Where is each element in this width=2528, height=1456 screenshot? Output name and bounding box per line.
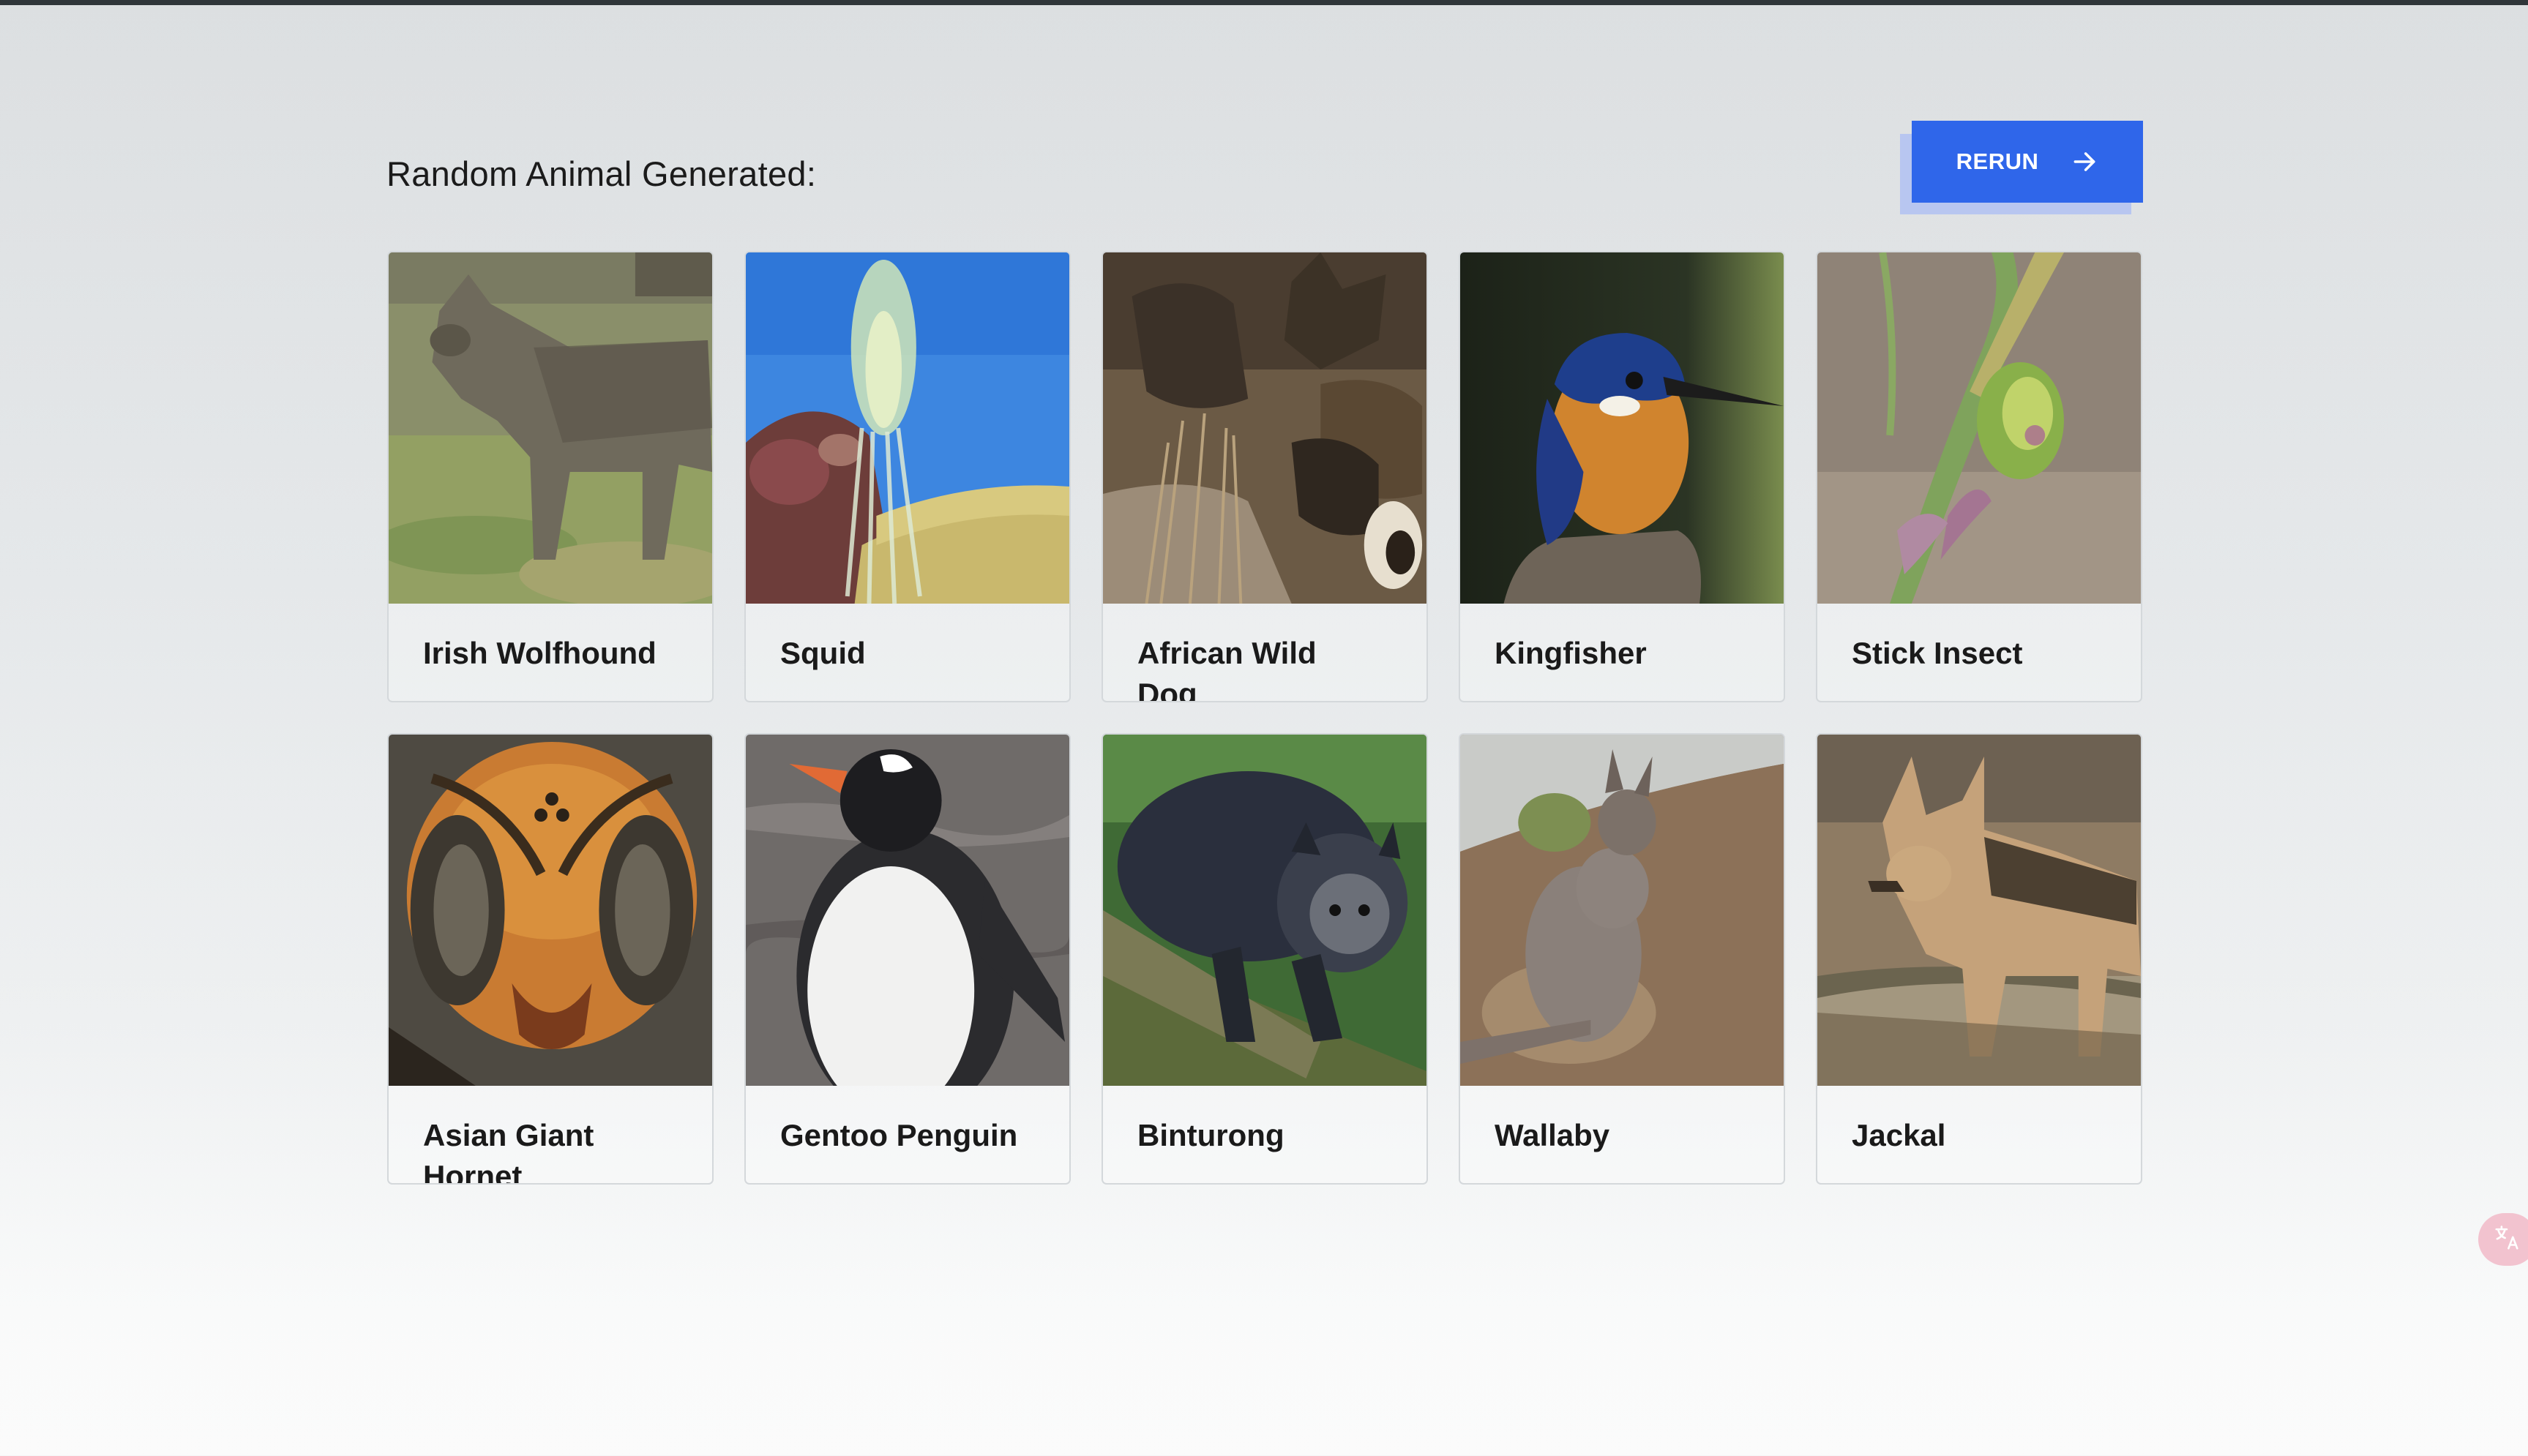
animal-name: African Wild Dog <box>1137 636 1317 702</box>
jackal-photo <box>1817 735 2141 1086</box>
animal-name: Jackal <box>1852 1118 1946 1152</box>
animal-name: Asian Giant Hornet <box>423 1118 594 1185</box>
page-title: Random Animal Generated: <box>386 154 817 193</box>
translate-icon <box>2493 1224 2521 1256</box>
wild-dog-photo <box>1103 252 1426 604</box>
rerun-button[interactable]: RERUN <box>1912 121 2143 203</box>
top-border <box>0 0 2528 5</box>
animal-card[interactable]: Kingfisher <box>1459 251 1785 702</box>
animal-card[interactable]: Gentoo Penguin <box>744 733 1071 1185</box>
animal-card[interactable]: Irish Wolfhound <box>387 251 714 702</box>
animal-name: Kingfisher <box>1495 636 1647 670</box>
translate-widget[interactable] <box>2478 1213 2528 1266</box>
animal-name: Squid <box>780 636 866 670</box>
wolfhound-photo <box>389 252 712 604</box>
rerun-button-label: RERUN <box>1956 149 2039 174</box>
binturong-photo <box>1103 735 1426 1086</box>
animal-name: Gentoo Penguin <box>780 1118 1018 1152</box>
animal-card[interactable]: African Wild Dog <box>1102 251 1428 702</box>
kingfisher-photo <box>1460 252 1784 604</box>
wallaby-photo <box>1460 735 1784 1086</box>
penguin-photo <box>746 735 1069 1086</box>
animal-name: Irish Wolfhound <box>423 636 657 670</box>
stick-insect-photo <box>1817 252 2141 604</box>
animal-card[interactable]: Binturong <box>1102 733 1428 1185</box>
animal-card[interactable]: Asian Giant Hornet <box>387 733 714 1185</box>
animal-grid: Irish Wolfhound Squid <box>387 251 2142 1185</box>
animal-card[interactable]: Stick Insect <box>1816 251 2142 702</box>
animal-name: Stick Insect <box>1852 636 2023 670</box>
arrow-right-icon <box>2071 148 2098 176</box>
animal-card[interactable]: Squid <box>744 251 1071 702</box>
animal-card[interactable]: Jackal <box>1816 733 2142 1185</box>
animal-name: Wallaby <box>1495 1118 1610 1152</box>
animal-name: Binturong <box>1137 1118 1284 1152</box>
animal-card[interactable]: Wallaby <box>1459 733 1785 1185</box>
hornet-photo <box>389 735 712 1086</box>
squid-photo <box>746 252 1069 604</box>
